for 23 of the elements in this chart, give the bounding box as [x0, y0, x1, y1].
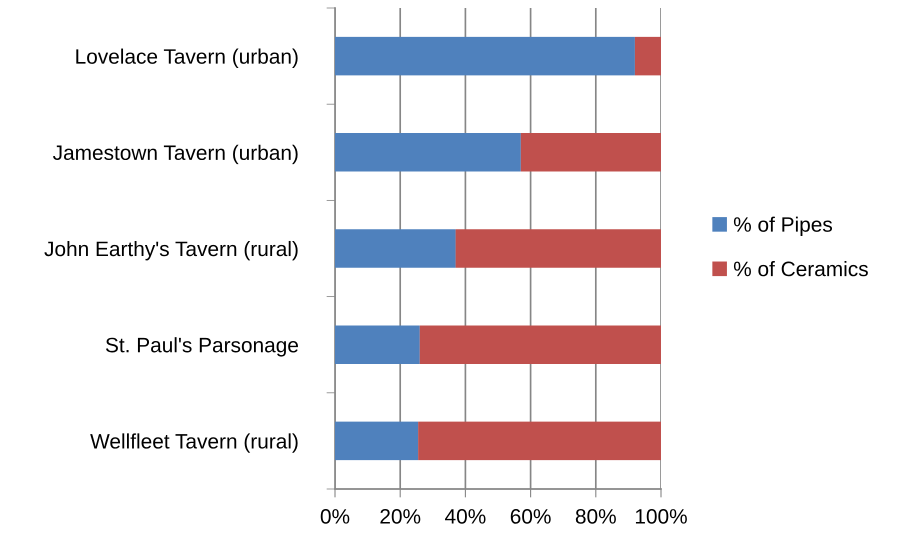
bar	[335, 36, 635, 76]
bar	[420, 325, 661, 364]
y-tick-label: St. Paul's Parsonage	[106, 337, 298, 357]
y-tick-label: Wellfleet Tavern (rural)	[90, 433, 298, 453]
bar	[335, 422, 418, 460]
legend-label: % of Ceramics	[734, 261, 868, 276]
bar	[335, 325, 420, 364]
x-tick-label: 80%	[576, 508, 616, 524]
x-tick-label: 60%	[510, 508, 551, 524]
bar	[634, 36, 661, 76]
bar	[335, 133, 521, 172]
x-tick-label: 100%	[636, 508, 687, 524]
bar	[456, 229, 661, 268]
bar	[520, 133, 661, 172]
bar	[335, 229, 456, 268]
y-tick-label: Lovelace Tavern (urban)	[76, 48, 298, 68]
legend-label: % of Pipes	[734, 216, 832, 236]
x-tick-label: 20%	[380, 508, 420, 524]
x-tick-label: 40%	[445, 508, 486, 524]
x-tick-label: 0%	[320, 508, 350, 524]
bar	[418, 422, 661, 460]
y-tick-label: Jamestown Tavern (urban)	[52, 144, 298, 164]
y-tick-label: John Earthy's Tavern (rural)	[44, 240, 298, 260]
